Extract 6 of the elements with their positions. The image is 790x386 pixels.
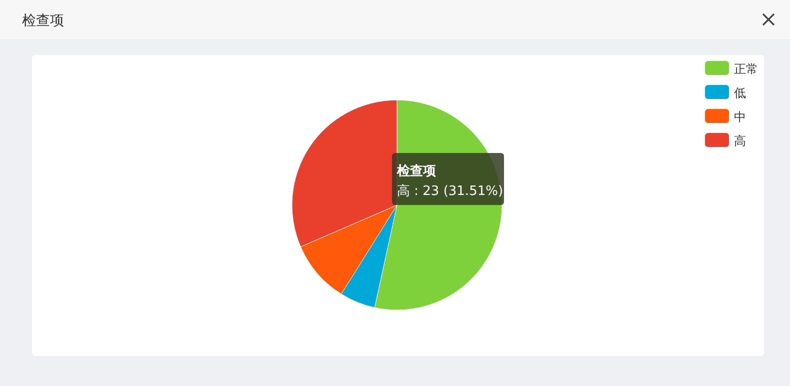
legend-label: 低: [734, 86, 746, 100]
legend-label: 高: [734, 134, 746, 148]
title: 检查项: [22, 13, 64, 29]
tooltip: 检查项 高 : 23 (31.51%): [392, 153, 504, 205]
legend-label: 中: [734, 110, 746, 124]
legend-label: 正常: [734, 62, 758, 76]
